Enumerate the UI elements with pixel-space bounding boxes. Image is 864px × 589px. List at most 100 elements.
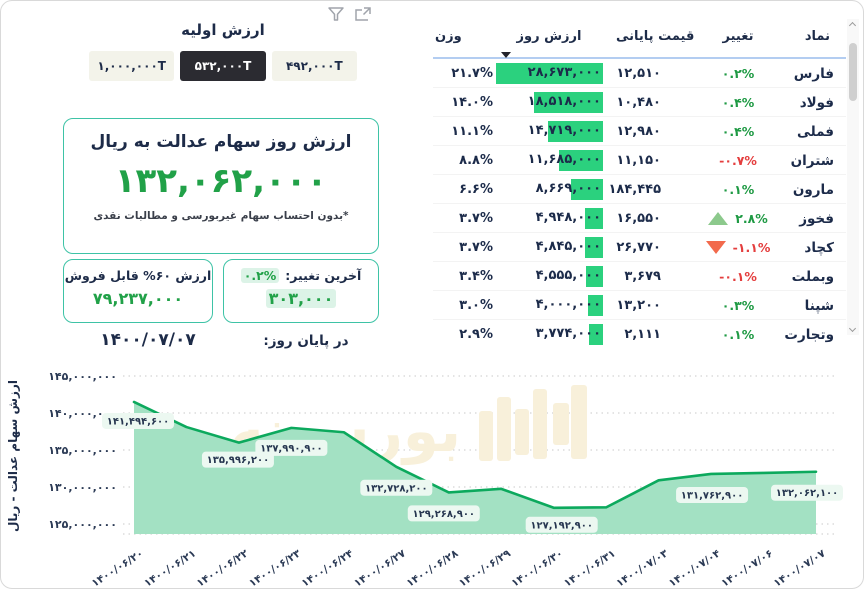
weight-cell: ۲۱.۷% (451, 66, 493, 81)
table-row-شپنا[interactable]: شپنا ۰.۳% ۱۳,۲۰۰ ۴,۰۰۰,۰۰۰ ۳.۰% (433, 291, 846, 320)
svg-text:۱۳۱,۷۶۲,۹۰۰: ۱۳۱,۷۶۲,۹۰۰ (681, 490, 744, 501)
day-value-cell: ۲۸,۶۷۳,۰۰۰ (494, 59, 604, 88)
day-value-cell: ۴,۹۴۸,۰۰۰ (494, 204, 604, 233)
table-row-فخوز[interactable]: فخوز ۲.۸% ۱۶,۵۵۰ ۴,۹۴۸,۰۰۰ ۳.۷% (433, 204, 846, 233)
today-value-footnote: *بدون احتساب سهام غیربورسی و مطالبات نقد… (93, 210, 349, 222)
symbol-cell: فارس (793, 65, 834, 82)
day-value-bar (586, 266, 603, 287)
x-tick-label: ۱۴۰۰/۰۶/۳۰ (509, 547, 565, 589)
change-cell: ۲.۸% (698, 211, 778, 226)
x-tick-label: ۱۴۰۰/۰۶/۲۸ (404, 547, 460, 589)
last-change-card: آخرین تغییر: ۰.۲% ۳۰۳,۰۰۰ (223, 259, 379, 323)
change-cell: -۱.۱% (698, 240, 778, 255)
weight-cell: ۳.۷% (459, 211, 493, 226)
initial-value-title: ارزش اولیه (181, 21, 265, 39)
y-tick-label: ۱۴۵,۰۰۰,۰۰۰ (48, 370, 117, 383)
point-label: ۱۳۲,۰۶۲,۱۰۰ (771, 484, 843, 501)
triangle-down-icon (705, 241, 726, 254)
change-cell: ۰.۴% (698, 124, 778, 139)
closing-price-cell: ۱۰,۴۸۰ (616, 95, 661, 110)
svg-text:۱۳۲,۰۶۲,۱۰۰: ۱۳۲,۰۶۲,۱۰۰ (776, 488, 839, 499)
change-cell: -۰.۱% (698, 269, 778, 284)
change-percent: ۰.۴% (721, 95, 755, 110)
day-value-number: ۱۱,۶۸۵,۰۰۰ (527, 152, 601, 167)
x-tick-label: ۱۴۰۰/۰۷/۰۷ (772, 547, 828, 589)
expand-icon[interactable] (354, 5, 372, 23)
day-value-number: ۴,۰۰۰,۰۰۰ (535, 297, 601, 312)
closing-price-cell: ۱۲,۵۱۰ (616, 66, 661, 81)
change-cell: -۰.۷% (698, 153, 778, 168)
x-tick-label: ۱۴۰۰/۰۶/۲۱ (142, 547, 198, 589)
x-tick-label: ۱۴۰۰/۰۶/۲۴ (300, 547, 356, 589)
change-percent: ۰.۱% (721, 327, 755, 342)
day-value-number: ۸,۶۶۹,۰۰۰ (535, 181, 601, 196)
closing-price-cell: ۲۶,۷۷۰ (616, 240, 661, 255)
weight-cell: ۱۴.۰% (451, 95, 493, 110)
initial-value-tab-2[interactable]: ۴۹۲,۰۰۰T (271, 51, 357, 81)
day-value-cell: ۴,۸۴۵,۰۰۰ (494, 233, 604, 262)
change-percent: ۰.۴% (721, 124, 755, 139)
closing-price-cell: ۱۸۴,۴۴۵ (608, 182, 661, 197)
series-line (132, 400, 818, 510)
x-tick-label: ۱۴۰۰/۰۷/۰۶ (719, 547, 775, 589)
day-value-number: ۴,۹۴۸,۰۰۰ (535, 210, 601, 225)
svg-text:۱۳۲,۷۲۸,۲۰۰: ۱۳۲,۷۲۸,۲۰۰ (365, 483, 428, 494)
sellable-label: ارزش ۶۰% قابل فروش (64, 268, 212, 283)
table-row-فولاد[interactable]: فولاد ۰.۴% ۱۰,۴۸۰ ۱۸,۵۱۸,۰۰۰ ۱۴.۰% (433, 88, 846, 117)
table-row-مارون[interactable]: مارون ۰.۱% ۱۸۴,۴۴۵ ۸,۶۶۹,۰۰۰ ۶.۶% (433, 175, 846, 204)
column-header-value[interactable]: ارزش روز (516, 29, 582, 44)
table-row-شتران[interactable]: شتران -۰.۷% ۱۱,۱۵۰ ۱۱,۶۸۵,۰۰۰ ۸.۸% (433, 146, 846, 175)
initial-value-tab-0[interactable]: ۱,۰۰۰,۰۰۰T (89, 51, 175, 81)
initial-value-tabs: ۱,۰۰۰,۰۰۰T ۵۳۲,۰۰۰T ۴۹۲,۰۰۰T (89, 51, 357, 81)
day-value-cell: ۴,۰۰۰,۰۰۰ (494, 291, 604, 320)
table-header: نماد تغییر قیمت پایانی ارزش روز وزن (433, 21, 846, 59)
change-percent: ۰.۲% (721, 66, 755, 81)
symbol-cell: فولاد (799, 94, 834, 111)
day-value-bar (584, 237, 603, 258)
x-tick-label: ۱۴۰۰/۰۷/۰۳ (614, 547, 670, 589)
scroll-up-icon[interactable] (848, 21, 857, 30)
column-header-symbol[interactable]: نماد (804, 29, 830, 44)
symbol-cell: فملی (796, 123, 834, 140)
value-history-chart: ۱۴۵,۰۰۰,۰۰۰ ۱۴۰,۰۰۰,۰۰۰ ۱۳۵,۰۰۰,۰۰۰ ۱۳۰,۰۰۰… (1, 359, 863, 589)
point-label: ۱۲۹,۲۶۸,۹۰۰ (407, 505, 480, 522)
scrollbar-thumb[interactable] (849, 43, 857, 101)
table-row-فارس[interactable]: فارس ۰.۲% ۱۲,۵۱۰ ۲۸,۶۷۳,۰۰۰ ۲۱.۷% (433, 59, 846, 88)
column-header-weight[interactable]: وزن (435, 29, 462, 44)
day-value-bar (548, 121, 603, 142)
day-value-number: ۱۴,۷۱۹,۰۰۰ (527, 123, 601, 138)
symbol-cell: شتران (790, 152, 834, 169)
day-value-number: ۴,۸۴۵,۰۰۰ (535, 239, 601, 254)
closing-price-cell: ۱۳,۲۰۰ (616, 298, 661, 313)
day-value-cell: ۱۸,۵۱۸,۰۰۰ (494, 88, 604, 117)
sellable-value-card: ارزش ۶۰% قابل فروش ۷۹,۲۳۷,۰۰۰ (63, 259, 213, 323)
point-label: ۱۳۱,۷۶۲,۹۰۰ (676, 486, 749, 503)
table-row-کچاد[interactable]: کچاد -۱.۱% ۲۶,۷۷۰ ۴,۸۴۵,۰۰۰ ۳.۷% (433, 233, 846, 262)
tab-label: ۴۹۲,۰۰۰T (285, 59, 343, 73)
scroll-down-icon[interactable] (848, 324, 857, 333)
symbol-cell: کچاد (804, 239, 834, 256)
day-value-bar (584, 208, 603, 229)
change-cell: ۰.۳% (698, 298, 778, 313)
table-scrollbar[interactable] (847, 19, 859, 335)
table-row-فملی[interactable]: فملی ۰.۴% ۱۲,۹۸۰ ۱۴,۷۱۹,۰۰۰ ۱۱.۱% (433, 117, 846, 146)
point-label: ۱۲۷,۱۹۲,۹۰۰ (525, 516, 598, 533)
symbol-cell: فخوز (799, 210, 834, 227)
initial-value-tab-1-selected[interactable]: ۵۳۲,۰۰۰T (180, 51, 266, 81)
sort-descending-icon[interactable] (501, 52, 511, 58)
weight-cell: ۳.۴% (459, 269, 493, 284)
closing-price-cell: ۳,۶۷۹ (624, 269, 661, 284)
tab-label: ۵۳۲,۰۰۰T (194, 59, 252, 73)
table-row-وبملت[interactable]: وبملت -۰.۱% ۳,۶۷۹ ۴,۵۵۵,۰۰۰ ۳.۴% (433, 262, 846, 291)
column-header-change[interactable]: تغییر (722, 29, 754, 44)
sellable-amount: ۷۹,۲۳۷,۰۰۰ (92, 289, 184, 308)
table-row-وتجارت[interactable]: وتجارت ۰.۱% ۲,۱۱۱ ۳,۷۷۴,۰۰۰ ۲.۹% (433, 320, 846, 349)
y-tick-label: ۱۲۵,۰۰۰,۰۰۰ (48, 518, 117, 531)
day-value-bar (496, 63, 603, 84)
day-value-bar (588, 295, 603, 316)
column-header-price[interactable]: قیمت پایانی (616, 29, 695, 44)
filter-icon[interactable] (327, 5, 345, 23)
svg-text:۱۳۵,۹۹۶,۲۰۰: ۱۳۵,۹۹۶,۲۰۰ (207, 455, 270, 466)
panel-toolbar (327, 5, 372, 23)
